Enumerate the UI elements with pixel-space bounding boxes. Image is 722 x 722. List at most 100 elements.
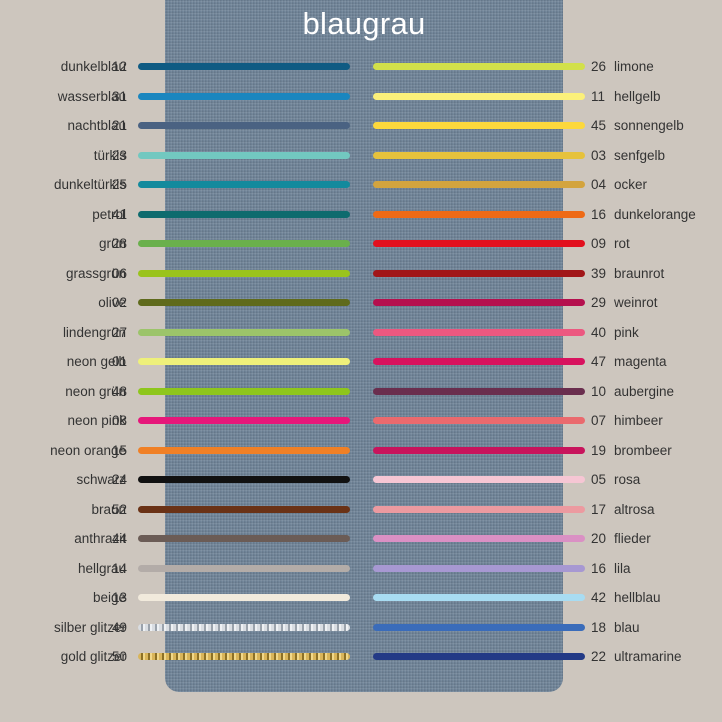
color-code: 25	[112, 177, 128, 192]
color-name: blau	[614, 620, 640, 635]
color-name: neon pink	[67, 413, 126, 428]
color-name: weinrot	[614, 295, 658, 310]
cord-swatch	[373, 506, 585, 513]
color-code: 24	[112, 472, 128, 487]
right-color-row: weinrot 29	[0, 293, 722, 313]
cord-swatch	[373, 417, 585, 424]
color-name: lindengrün	[62, 325, 126, 340]
cord-swatch	[138, 63, 350, 70]
color-name: aubergine	[614, 384, 675, 399]
color-name: senfgelb	[614, 148, 666, 163]
cord-swatch	[138, 240, 350, 247]
color-code: 40	[591, 325, 607, 340]
color-code: 17	[591, 502, 607, 517]
color-name: hellgrau	[77, 561, 126, 576]
color-code: 09	[591, 236, 607, 251]
right-color-row: limone 26	[0, 57, 722, 77]
color-code: 44	[112, 531, 128, 546]
cord-swatch	[138, 299, 350, 306]
color-name: ultramarine	[614, 649, 682, 664]
left-color-row: neon grün 48	[0, 382, 722, 402]
cord-swatch	[373, 181, 585, 188]
color-code: 29	[591, 295, 607, 310]
cord-swatch	[138, 270, 350, 277]
color-name: flieder	[614, 531, 651, 546]
color-code: 14	[112, 561, 128, 576]
left-color-row: grassgrün 06	[0, 264, 722, 284]
color-name: rosa	[614, 472, 641, 487]
left-color-row: dunkelblau 12	[0, 57, 722, 77]
color-name: silber glitzer	[53, 620, 126, 635]
cord-swatch	[138, 624, 350, 631]
color-code: 16	[591, 207, 607, 222]
color-code: 42	[591, 590, 607, 605]
cord-swatch	[138, 211, 350, 218]
color-code: 12	[112, 59, 128, 74]
right-color-row: rosa 05	[0, 470, 722, 490]
cord-swatch	[373, 476, 585, 483]
left-color-row: gold glitzer 50	[0, 647, 722, 667]
color-name: nachtblau	[67, 118, 126, 133]
right-color-row: ocker 04	[0, 175, 722, 195]
color-code: 11	[591, 89, 606, 104]
left-color-row: beige 13	[0, 588, 722, 608]
color-code: 15	[112, 443, 128, 458]
cord-swatch	[373, 535, 585, 542]
cord-swatch	[373, 122, 585, 129]
cord-swatch	[138, 388, 350, 395]
color-name: altrosa	[614, 502, 655, 517]
cord-swatch	[373, 447, 585, 454]
cord-swatch	[373, 653, 585, 660]
color-code: 10	[591, 384, 607, 399]
right-color-row: altrosa 17	[0, 500, 722, 520]
color-name: ocker	[614, 177, 648, 192]
cord-swatch	[138, 93, 350, 100]
color-code: 03	[591, 148, 607, 163]
right-color-row: ultramarine 22	[0, 647, 722, 667]
cord-swatch	[138, 565, 350, 572]
color-code: 05	[591, 472, 607, 487]
cord-swatch	[373, 358, 585, 365]
right-color-row: senfgelb 03	[0, 146, 722, 166]
color-name: olive	[98, 295, 126, 310]
left-color-row: hellgrau 14	[0, 559, 722, 579]
cord-swatch	[373, 624, 585, 631]
color-code: 18	[591, 620, 607, 635]
right-color-row: braunrot 39	[0, 264, 722, 284]
color-code: 19	[591, 443, 607, 458]
color-name: rot	[614, 236, 630, 251]
cord-swatch	[138, 506, 350, 513]
color-code: 22	[591, 649, 607, 664]
color-code: 23	[112, 148, 128, 163]
color-name: magenta	[614, 354, 667, 369]
cord-swatch	[138, 417, 350, 424]
color-name: neon gelb	[66, 354, 126, 369]
left-color-row: wasserblau 31	[0, 87, 722, 107]
right-color-row: himbeer 07	[0, 411, 722, 431]
color-name: lila	[614, 561, 631, 576]
left-color-row: anthrazit 44	[0, 529, 722, 549]
color-name: grassgrün	[65, 266, 126, 281]
left-color-row: dunkeltürkis 25	[0, 175, 722, 195]
color-name: petrol	[92, 207, 126, 222]
color-code: 08	[112, 413, 128, 428]
right-color-row: pink 40	[0, 323, 722, 343]
color-code: 01	[112, 354, 128, 369]
left-color-row: neon pink 08	[0, 411, 722, 431]
color-code: 45	[591, 118, 607, 133]
color-name: anthrazit	[74, 531, 126, 546]
right-color-row: lila 16	[0, 559, 722, 579]
color-name: neon grün	[65, 384, 126, 399]
left-color-row: nachtblau 21	[0, 116, 722, 136]
color-name: dunkeltürkis	[53, 177, 126, 192]
color-name: dunkelorange	[614, 207, 696, 222]
cord-swatch	[373, 240, 585, 247]
cord-swatch	[138, 476, 350, 483]
cord-swatch	[373, 329, 585, 336]
cord-swatch	[138, 329, 350, 336]
cord-swatch	[138, 447, 350, 454]
color-name: brombeer	[614, 443, 672, 458]
color-code: 06	[112, 266, 128, 281]
left-color-row: neon gelb 01	[0, 352, 722, 372]
cord-swatch	[138, 535, 350, 542]
